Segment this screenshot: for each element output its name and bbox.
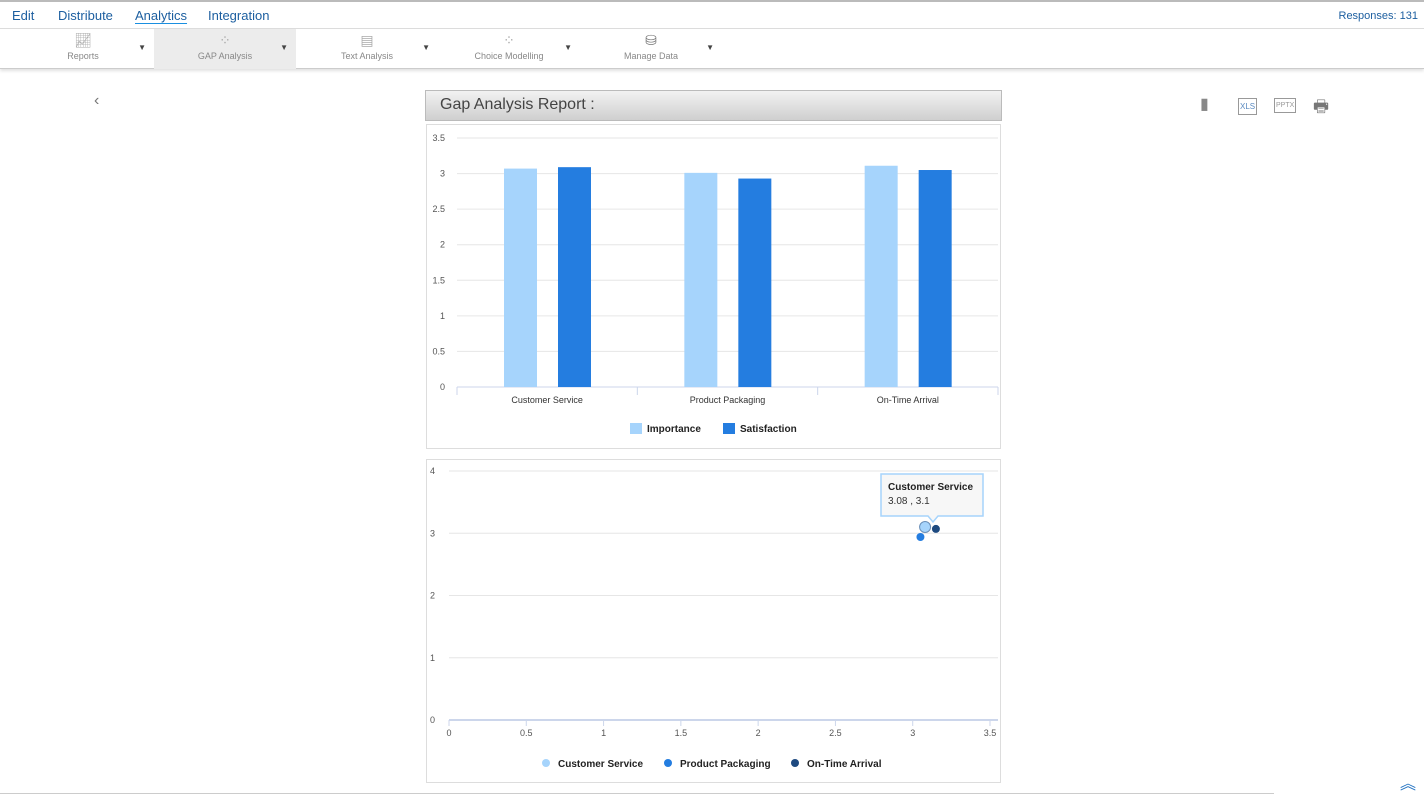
legend-item: On-Time Arrival — [807, 759, 882, 770]
analytics-toolbar: 📈︎ Reports ▼ ⁘ GAP Analysis ▼ ▤ Text Analysis… — [0, 29, 1424, 69]
line-chart-icon: 📈︎ — [74, 32, 92, 48]
x-tick-label: 3 — [910, 728, 915, 738]
y-tick-label: 2 — [440, 240, 445, 250]
print-icon[interactable]: 🖶︎ — [1313, 97, 1330, 116]
legend-item: Importance — [647, 424, 701, 435]
bar-satisfaction — [918, 170, 952, 387]
y-tick-label: 2.5 — [432, 204, 445, 214]
legend-marker — [664, 759, 672, 767]
tooltip — [880, 473, 984, 524]
caret-down-icon[interactable]: ▼ — [138, 43, 146, 52]
tool-label: Text Analysis — [340, 51, 394, 61]
x-tick-label: On-Time Arrival — [877, 395, 939, 405]
tool-manage-data[interactable]: ⛁ Manage Data ▼ — [580, 29, 722, 69]
y-tick-label: 3 — [430, 528, 435, 538]
tooltip-value: 3.08 , 3.1 — [888, 496, 930, 507]
caret-down-icon[interactable]: ▼ — [706, 43, 714, 52]
x-tick-label: 1.5 — [675, 728, 688, 738]
scatter-chart-icon: ⁘ — [503, 32, 515, 48]
x-tick-label: 3.5 — [984, 728, 997, 738]
x-tick-label: 2.5 — [829, 728, 842, 738]
tool-label: GAP Analysis — [197, 51, 253, 61]
x-tick-label: Product Packaging — [690, 395, 766, 405]
bar-importance — [504, 168, 537, 387]
legend-swatch — [630, 423, 642, 434]
scatter-chart-panel: 0 1 2 3 4 0 0.5 1 1.5 2 2.5 3 3.5 Customer Service 3.0… — [426, 459, 1001, 783]
nav-analytics[interactable]: Analytics — [135, 8, 188, 23]
bar-satisfaction — [558, 167, 591, 387]
document-icon: ▤ — [360, 32, 374, 48]
gap-scatter-chart: 0 1 2 3 4 0 0.5 1 1.5 2 2.5 3 3.5 Customer Service 3.0… — [430, 466, 998, 770]
caret-down-icon[interactable]: ▼ — [422, 43, 430, 52]
pptx-icon[interactable]: PPTX — [1274, 98, 1297, 113]
responses-count: Responses: 131 — [1338, 10, 1419, 22]
tool-gap-analysis[interactable]: ⁘ GAP Analysis ▼ — [154, 29, 296, 69]
y-tick-label: 1.5 — [432, 275, 445, 285]
xls-icon[interactable]: XLS — [1238, 98, 1258, 115]
footer-divider — [0, 793, 1274, 794]
tooltip-title: Customer Service — [888, 482, 973, 493]
bar-importance — [864, 165, 898, 387]
y-tick-label: 3.5 — [432, 133, 445, 143]
nav-edit[interactable]: Edit — [12, 8, 35, 23]
back-chevron-icon[interactable]: ‹ — [94, 92, 100, 109]
y-tick-label: 3 — [440, 169, 445, 179]
top-nav: Edit Distribute Analytics Integration Re… — [0, 2, 1424, 29]
legend-swatch — [723, 423, 735, 434]
gap-bar-chart: 0 0.5 1 1.5 2 2.5 3 3.5 Customer Service Product … — [432, 133, 999, 435]
x-tick-label: 0 — [446, 728, 451, 738]
tool-reports[interactable]: 📈︎ Reports ▼ — [12, 29, 154, 69]
bar-importance — [684, 172, 718, 387]
bar-chart-panel: 0 0.5 1 1.5 2 2.5 3 3.5 Customer Service Product … — [426, 124, 1001, 449]
point-on-time-arrival — [931, 524, 940, 533]
y-tick-label: 0 — [440, 382, 445, 392]
nav-integration[interactable]: Integration — [208, 8, 270, 23]
caret-down-icon[interactable]: ▼ — [280, 43, 288, 52]
scatter-chart-icon: ⁘ — [219, 32, 231, 48]
tool-label: Reports — [67, 51, 99, 61]
tool-label: Manage Data — [623, 51, 679, 61]
point-customer-service — [919, 521, 932, 534]
x-tick-label: 0.5 — [520, 728, 533, 738]
y-tick-label: 4 — [430, 466, 435, 476]
x-tick-label: 2 — [756, 728, 761, 738]
tool-label: Choice Modelling — [474, 51, 544, 61]
point-product-packaging — [916, 532, 925, 541]
y-tick-label: 2 — [430, 591, 435, 601]
y-tick-label: 1 — [430, 653, 435, 663]
bar-satisfaction — [738, 178, 772, 387]
y-tick-label: 1 — [440, 311, 445, 321]
y-tick-label: 0 — [430, 715, 435, 725]
report-title: Gap Analysis Report : — [425, 90, 1002, 121]
tool-choice-modelling[interactable]: ⁘ Choice Modelling ▼ — [438, 29, 580, 69]
legend-item: Product Packaging — [680, 759, 771, 770]
x-tick-label: Customer Service — [511, 395, 583, 405]
file-icon[interactable]: ▮ — [1200, 96, 1209, 113]
legend-marker — [791, 759, 799, 767]
tool-text-analysis[interactable]: ▤ Text Analysis ▼ — [296, 29, 438, 69]
scroll-top-icon[interactable]: ︽ — [1399, 776, 1416, 793]
legend-marker — [542, 759, 550, 767]
y-tick-label: 0.5 — [432, 346, 445, 356]
x-tick-label: 1 — [601, 728, 606, 738]
nav-distribute[interactable]: Distribute — [58, 8, 113, 23]
legend-item: Satisfaction — [740, 424, 797, 435]
legend-item: Customer Service — [558, 759, 643, 770]
caret-down-icon[interactable]: ▼ — [564, 43, 572, 52]
database-icon: ⛁ — [645, 32, 657, 48]
